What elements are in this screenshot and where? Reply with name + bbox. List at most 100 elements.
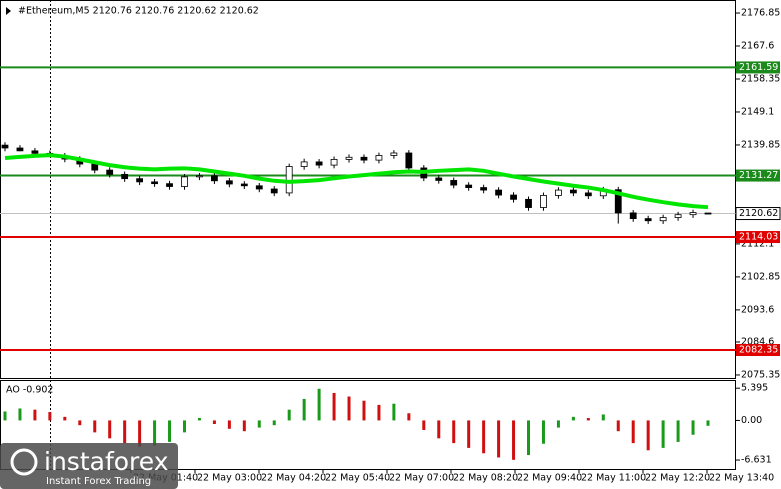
candle-body <box>121 173 129 180</box>
ao-bar <box>168 420 172 442</box>
candle-body <box>525 198 532 208</box>
x-tick-label: 22 May 03:00 <box>197 473 262 484</box>
level-label: 2114.03 <box>739 232 778 243</box>
candle-body <box>211 175 218 182</box>
ao-bar <box>93 420 97 433</box>
current-price-box <box>735 207 781 221</box>
candle-body <box>390 152 398 156</box>
y-tick-label: 2176.85 <box>741 8 780 19</box>
ao-bar <box>482 420 486 454</box>
watermark-tagline: Instant Forex Trading <box>46 476 151 487</box>
ao-bar <box>197 418 201 421</box>
candle-body <box>166 183 173 187</box>
x-tick-label: 22 May 08:20 <box>453 473 518 484</box>
ao-bar <box>512 420 516 460</box>
ao-bar <box>467 420 471 448</box>
ao-bar <box>212 420 216 425</box>
ao-bar <box>63 416 67 421</box>
candle-body <box>569 189 577 194</box>
ao-bar <box>646 420 650 451</box>
candle-body <box>674 214 682 218</box>
candle-body <box>555 189 562 196</box>
candle-body <box>31 150 39 154</box>
ao-bar <box>706 420 710 426</box>
ao-bar <box>242 420 246 432</box>
x-tick-label: 22 May 09:40 <box>517 473 582 484</box>
candle-body <box>345 156 353 160</box>
ao-bar <box>48 412 52 421</box>
watermark-logo <box>10 448 38 476</box>
ao-bar <box>182 420 186 433</box>
ao-tick-label: 5.395 <box>741 383 768 394</box>
ao-bar <box>392 403 396 421</box>
candle-body <box>330 159 338 166</box>
candle-body <box>584 192 592 197</box>
candle-body <box>151 181 158 185</box>
candle-body <box>480 187 488 191</box>
candle-body <box>16 147 24 152</box>
ao-bar <box>78 420 82 426</box>
ao-bar <box>108 420 112 439</box>
candle-body <box>435 177 443 181</box>
candle-body <box>704 212 712 215</box>
ao-bar <box>347 396 351 421</box>
x-tick-label: 22 May 12:20 <box>645 473 710 484</box>
candle-body <box>659 217 667 222</box>
ao-bar <box>601 414 605 421</box>
candle-body <box>315 161 323 166</box>
watermark-box <box>0 443 178 489</box>
candle-body <box>689 212 697 216</box>
ao-bar <box>571 416 575 421</box>
ao-bar <box>3 411 7 421</box>
chart-title: #Ethereum,M5 2120.76 2120.76 2120.62 212… <box>18 6 259 17</box>
indicator-frame <box>0 380 736 470</box>
ao-bar <box>377 404 381 421</box>
ao-bar <box>691 420 695 435</box>
ao-bar <box>153 420 157 446</box>
candle-body <box>540 195 547 208</box>
candle-body <box>270 188 278 194</box>
ao-bar <box>631 420 635 444</box>
candle-body <box>450 180 458 186</box>
y-tick-label: 2102.85 <box>741 271 780 282</box>
candle-body <box>1 144 9 149</box>
y-tick-label: 2093.6 <box>741 304 774 315</box>
ao-bar <box>123 420 127 444</box>
watermark: instaforex Instant Forex Trading <box>0 443 178 489</box>
ao-bar <box>332 392 336 421</box>
x-tick-label: 22 May 11:00 <box>581 473 646 484</box>
y-tick-label: 2139.85 <box>741 139 780 150</box>
candle-body <box>465 184 473 188</box>
ao-bar <box>661 420 665 448</box>
candle-body <box>300 161 308 167</box>
x-tick-label: 22 May 07:00 <box>389 473 454 484</box>
candle-body <box>240 183 248 187</box>
level-label: 2082.35 <box>739 345 778 356</box>
candle-body <box>510 194 517 200</box>
ao-bar <box>18 408 22 421</box>
ao-bar <box>272 420 276 426</box>
candle-body <box>629 212 637 219</box>
candle-body <box>225 180 233 185</box>
candle-body <box>196 175 203 178</box>
y-tick-label: 2167.6 <box>741 41 774 52</box>
ao-tick-label: -6.631 <box>741 455 772 466</box>
main-frame <box>0 0 736 379</box>
x-tick-label: 22 May 05:40 <box>325 473 390 484</box>
ao-bar <box>257 420 261 428</box>
level-label: 2131.27 <box>739 170 778 181</box>
level-label-box <box>736 344 780 357</box>
candle-body <box>106 169 114 175</box>
moving-average <box>4 153 709 210</box>
ao-bar <box>138 420 142 447</box>
candle-body <box>405 152 413 169</box>
ao-bar <box>362 400 366 421</box>
ao-bar <box>497 420 501 458</box>
ao-bar <box>452 420 456 444</box>
y-tick-label: 2112.1 <box>741 238 774 249</box>
x-tick-label: 22 May 04:20 <box>261 473 326 484</box>
y-tick-label: 2158.35 <box>741 73 780 84</box>
candle-body <box>614 189 622 214</box>
